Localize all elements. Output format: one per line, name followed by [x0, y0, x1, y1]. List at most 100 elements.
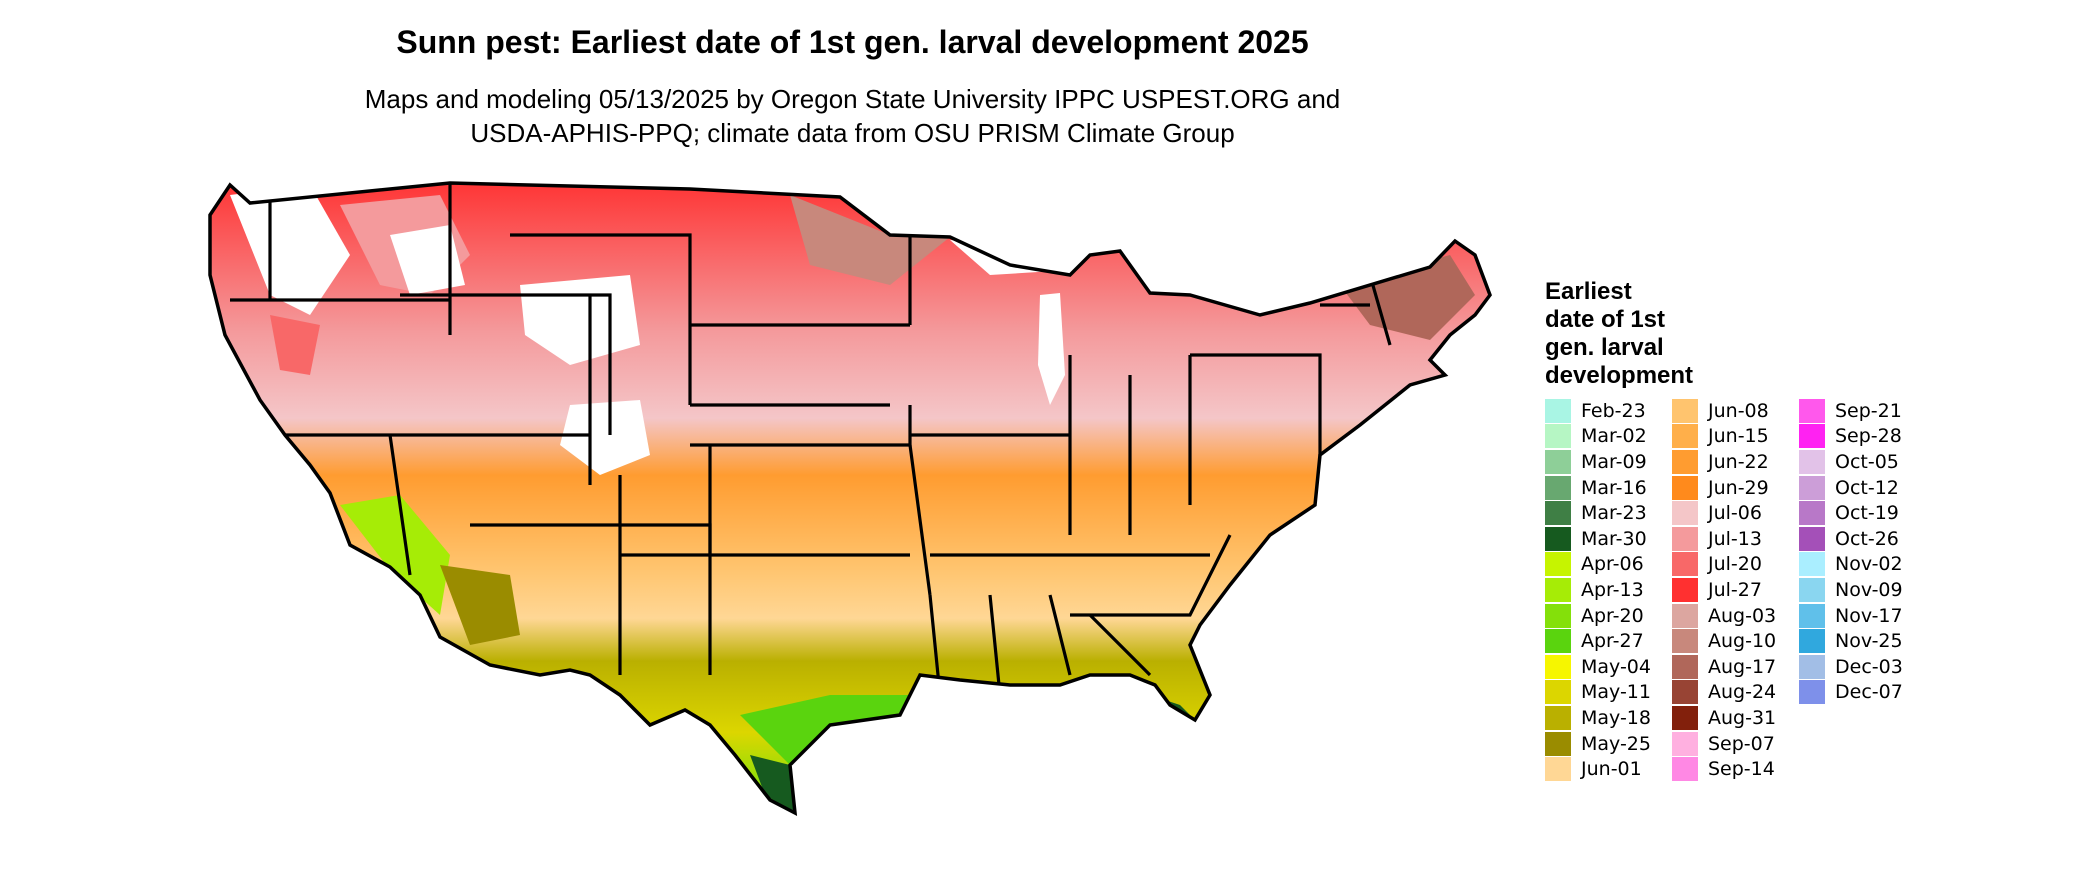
legend-item: Apr-13	[1545, 577, 1672, 603]
legend-item: Dec-07	[1799, 680, 1926, 706]
legend-item: Aug-10	[1672, 628, 1799, 654]
legend-swatch	[1799, 449, 1825, 474]
mountain-zone	[270, 315, 320, 375]
legend-label: Sep-14	[1708, 758, 1775, 781]
legend-swatch	[1672, 577, 1698, 602]
legend-swatch	[1799, 526, 1825, 551]
legend-label: May-11	[1581, 681, 1651, 704]
legend-label: Nov-09	[1835, 578, 1903, 601]
legend-title-line: gen. larval	[1545, 334, 1664, 361]
legend-swatch	[1545, 526, 1571, 551]
legend-item: Jun-22	[1672, 449, 1799, 475]
map-subtitle: Maps and modeling 05/13/2025 by Oregon S…	[0, 82, 1705, 150]
legend-swatch	[1672, 526, 1698, 551]
legend-swatch	[1672, 398, 1698, 423]
legend-title-line: Earliest	[1545, 278, 1632, 305]
legend-label: Jun-15	[1708, 425, 1769, 448]
subtitle-line-1: Maps and modeling 05/13/2025 by Oregon S…	[364, 84, 1341, 114]
legend-item: Jul-27	[1672, 577, 1799, 603]
legend-item: Jun-01	[1545, 756, 1672, 782]
legend-label: Jun-29	[1708, 476, 1769, 499]
legend-swatch	[1672, 475, 1698, 500]
legend-item: Jun-15	[1672, 424, 1799, 450]
map-legend: Earliest date of 1st gen. larval develop…	[1545, 278, 1926, 782]
legend-swatch	[1545, 654, 1571, 679]
legend-item: Nov-09	[1799, 577, 1926, 603]
legend-label: Mar-02	[1581, 425, 1647, 448]
legend-label: Jun-22	[1708, 450, 1769, 473]
legend-title-line: date of 1st	[1545, 306, 1666, 333]
legend-swatch	[1799, 501, 1825, 526]
legend-label: Apr-27	[1581, 630, 1644, 653]
legend-label: Dec-03	[1835, 655, 1903, 678]
legend-item: Apr-06	[1545, 552, 1672, 578]
legend-column: Sep-21 Sep-28 Oct-05 Oct-12 Oct-19 Oct-26 Nov-…	[1799, 398, 1926, 782]
legend-label: Sep-07	[1708, 732, 1775, 755]
legend-swatch	[1545, 552, 1571, 577]
legend-swatch	[1545, 449, 1571, 474]
legend-item: Sep-14	[1672, 756, 1799, 782]
legend-swatch	[1799, 629, 1825, 654]
legend-label: Jul-27	[1708, 578, 1762, 601]
legend-swatch	[1545, 603, 1571, 628]
legend-item: Sep-07	[1672, 731, 1799, 757]
legend-label: Apr-20	[1581, 604, 1644, 627]
desert-zone	[440, 565, 520, 645]
legend-label: Aug-31	[1708, 706, 1777, 729]
legend-label: Apr-13	[1581, 578, 1644, 601]
legend-label: Nov-02	[1835, 553, 1903, 576]
legend-swatch	[1672, 629, 1698, 654]
legend-label: Oct-19	[1835, 502, 1899, 525]
legend-label: Mar-16	[1581, 476, 1647, 499]
legend-item: May-11	[1545, 680, 1672, 706]
legend-item: May-18	[1545, 705, 1672, 731]
legend-label: Nov-25	[1835, 630, 1903, 653]
legend-swatch	[1545, 705, 1571, 730]
us-development-map	[208, 181, 1492, 815]
legend-swatch	[1672, 654, 1698, 679]
legend-label: Sep-21	[1835, 399, 1902, 422]
legend-label: May-25	[1581, 732, 1651, 755]
legend-label: Mar-09	[1581, 450, 1647, 473]
legend-swatch	[1545, 424, 1571, 449]
legend-swatch	[1545, 629, 1571, 654]
legend-item: May-04	[1545, 654, 1672, 680]
legend-swatch	[1672, 705, 1698, 730]
legend-item: Apr-27	[1545, 628, 1672, 654]
legend-item: Mar-09	[1545, 449, 1672, 475]
legend-label: Jul-06	[1708, 502, 1762, 525]
south-texas-zone	[750, 755, 795, 813]
legend-column: Jun-08 Jun-15 Jun-22 Jun-29 Jul-06 Jul-13 Jul-…	[1672, 398, 1799, 782]
legend-item: Sep-28	[1799, 424, 1926, 450]
legend-label: Apr-06	[1581, 553, 1644, 576]
legend-label: May-18	[1581, 706, 1651, 729]
legend-swatch	[1799, 680, 1825, 705]
legend-label: Oct-05	[1835, 450, 1899, 473]
legend-label: Sep-28	[1835, 425, 1902, 448]
legend-swatch	[1799, 398, 1825, 423]
legend-swatch	[1545, 475, 1571, 500]
legend-item: Jun-29	[1672, 475, 1799, 501]
legend-swatch	[1672, 603, 1698, 628]
legend-title: Earliest date of 1st gen. larval develop…	[1545, 278, 1745, 390]
legend-swatch	[1799, 654, 1825, 679]
legend-column: Feb-23 Mar-02 Mar-09 Mar-16 Mar-23 Mar-30 Apr-…	[1545, 398, 1672, 782]
map-title: Sunn pest: Earliest date of 1st gen. lar…	[396, 24, 1309, 60]
legend-item: Oct-19	[1799, 500, 1926, 526]
legend-label: Jun-08	[1708, 399, 1769, 422]
legend-item: Mar-02	[1545, 424, 1672, 450]
legend-label: Aug-03	[1708, 604, 1777, 627]
legend-item: Jul-20	[1672, 552, 1799, 578]
legend-label: Aug-24	[1708, 681, 1777, 704]
legend-label: Nov-17	[1835, 604, 1903, 627]
legend-item: Oct-05	[1799, 449, 1926, 475]
subtitle-line-2: USDA-APHIS-PPQ; climate data from OSU PR…	[470, 118, 1235, 148]
legend-label: Aug-17	[1708, 655, 1777, 678]
legend-swatch	[1799, 552, 1825, 577]
legend-item: Oct-12	[1799, 475, 1926, 501]
legend-item: Aug-24	[1672, 680, 1799, 706]
legend-item: Sep-21	[1799, 398, 1926, 424]
legend-swatch	[1672, 731, 1698, 756]
legend-item: Aug-17	[1672, 654, 1799, 680]
legend-swatch	[1799, 603, 1825, 628]
